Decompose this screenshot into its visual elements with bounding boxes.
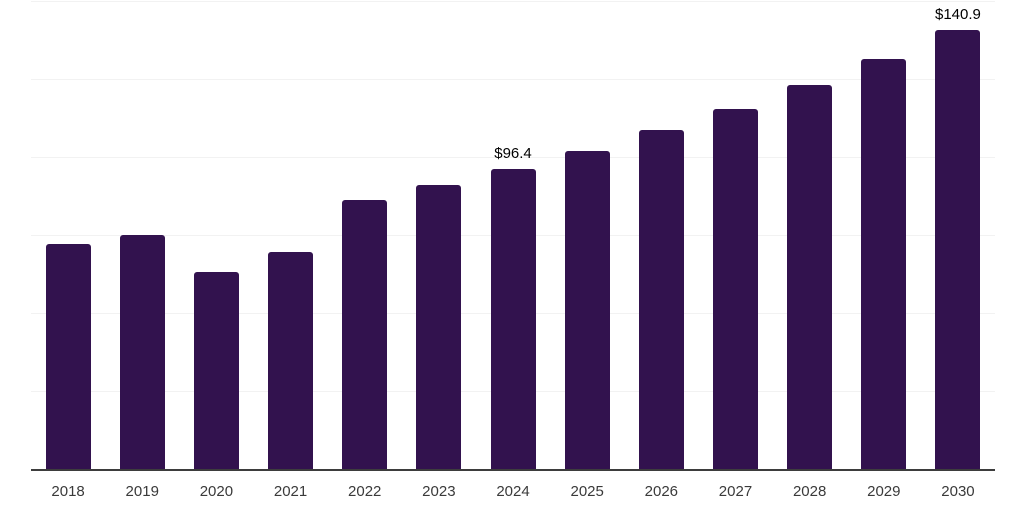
- bar-band-2021: [253, 0, 327, 470]
- bar-2020: [193, 272, 239, 470]
- bar-2021: [268, 251, 314, 470]
- x-tick-2019: 2019: [125, 483, 159, 500]
- bar-2029: [861, 59, 907, 470]
- x-axis-line: [31, 469, 995, 471]
- x-tick-2020: 2020: [199, 483, 234, 500]
- x-tick-2021: 2021: [273, 483, 308, 500]
- x-tick-2025: 2025: [570, 483, 604, 500]
- value-label-2030: $140.9: [935, 6, 981, 24]
- bar-band-2024: $96.4: [476, 0, 550, 470]
- bar-2018: [45, 243, 91, 470]
- bar-band-2029: [847, 0, 921, 470]
- x-tick-2029: 2029: [867, 483, 901, 500]
- x-tick-2030: 2030: [941, 483, 975, 500]
- x-axis: 2018 2019 2020 2021 2022 2023 2024 2025 2026 2027…: [31, 471, 995, 500]
- x-tick-2028: 2028: [792, 483, 827, 500]
- bar-2019: [119, 235, 165, 470]
- bar-2027: [712, 108, 758, 470]
- bar-2024: [490, 169, 536, 470]
- bar-2023: [416, 184, 462, 470]
- gridline: [31, 79, 995, 80]
- bar-band-2020: [179, 0, 253, 470]
- bar-2026: [638, 129, 684, 470]
- bar-band-2023: [402, 0, 476, 470]
- x-tick-2024: 2024: [496, 483, 530, 500]
- bar-2030: [935, 30, 981, 470]
- x-tick-2018: 2018: [51, 483, 85, 500]
- bars-container: $96.4 $140.9: [31, 0, 995, 470]
- x-tick-2027: 2027: [718, 483, 753, 500]
- gridline: [31, 1, 995, 2]
- bar-2025: [564, 150, 610, 470]
- bar-2028: [787, 85, 833, 470]
- value-label-2024: $96.4: [494, 145, 532, 163]
- gridline: [31, 157, 995, 158]
- x-tick-2023: 2023: [422, 483, 456, 500]
- bar-band-2030: $140.9: [921, 0, 995, 470]
- bar-2022: [342, 199, 388, 470]
- bar-band-2025: [550, 0, 624, 470]
- bar-band-2018: [31, 0, 105, 470]
- bar-band-2022: [328, 0, 402, 470]
- bar-band-2027: [698, 0, 772, 470]
- bar-band-2019: [105, 0, 179, 470]
- x-tick-2022: 2022: [348, 483, 382, 500]
- bar-band-2028: [773, 0, 847, 470]
- x-tick-2026: 2026: [644, 483, 679, 500]
- plot-area: $96.4 $140.9: [31, 0, 995, 470]
- bar-band-2026: [624, 0, 698, 470]
